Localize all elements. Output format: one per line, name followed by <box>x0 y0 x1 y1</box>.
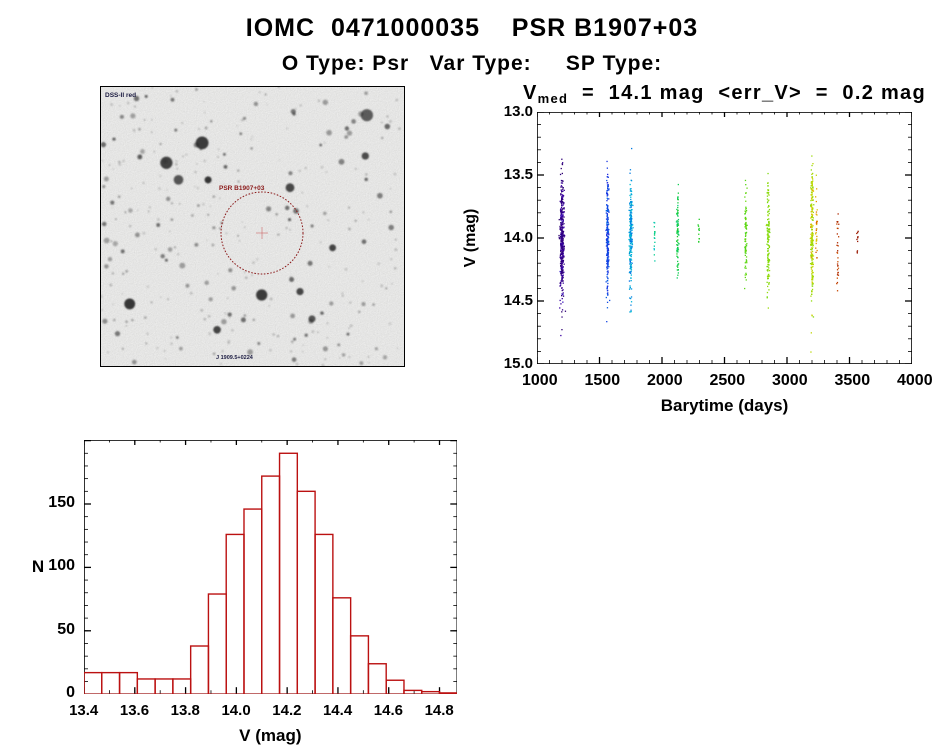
svg-text:PSR B1907+03: PSR B1907+03 <box>219 185 265 192</box>
svg-text:DSS-II red: DSS-II red <box>105 92 136 99</box>
svg-text:J 1909.5+0224: J 1909.5+0224 <box>216 355 254 361</box>
